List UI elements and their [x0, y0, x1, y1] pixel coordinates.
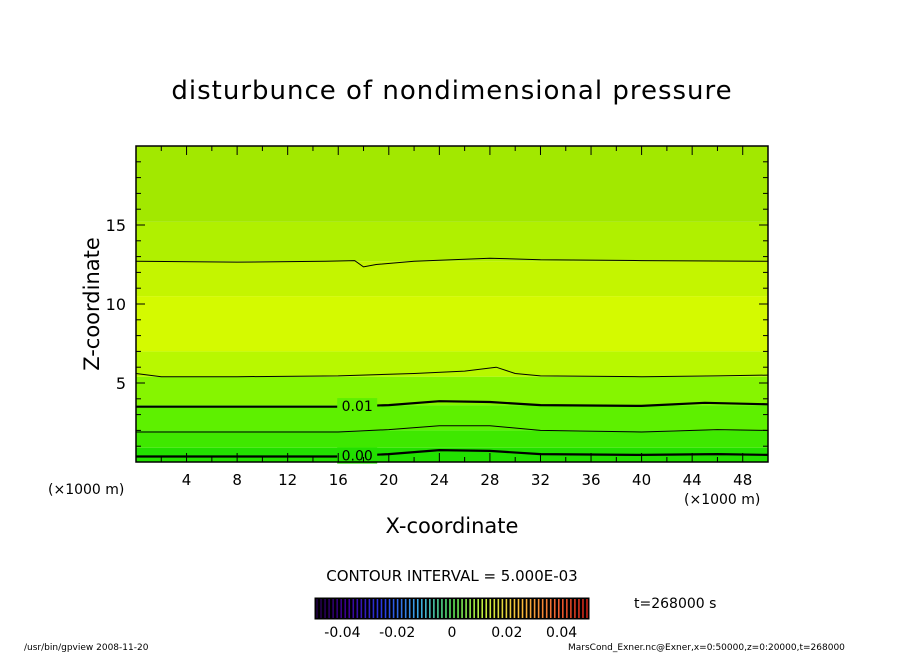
x-tick-label-36: 36 — [581, 471, 600, 489]
contour-line-3 — [135, 366, 769, 378]
y-axis-label: Z-coordinate — [80, 237, 104, 371]
colorbar-frame — [314, 597, 590, 620]
x-unit-label-left: (×1000 m) — [48, 482, 125, 498]
colorbar: -0.04 -0.02 0 0.02 0.04 — [314, 597, 590, 641]
contour-interval-label: CONTOUR INTERVAL = 5.000E-03 — [326, 567, 578, 585]
contour-line-1 — [136, 425, 769, 433]
x-tick-label-44: 44 — [683, 471, 702, 489]
contour-line-2 — [136, 400, 769, 408]
colorbar-tick-label-0: -0.04 — [324, 625, 360, 641]
colorbar-tick-label-3: 0.02 — [491, 625, 522, 641]
x-ticks: 4 8 12 16 20 24 28 32 36 40 44 48 — [160, 146, 752, 489]
y-tick-label-5: 5 — [116, 374, 126, 393]
color-band-8 — [136, 146, 768, 222]
y-ticks: 5 10 15 — [106, 161, 768, 447]
contour-label-0: 0.00 — [342, 449, 373, 465]
contour-label-2: 0.01 — [342, 399, 373, 415]
x-axis-label: X-coordinate — [385, 514, 519, 538]
x-unit-label-right: (×1000 m) — [684, 492, 761, 508]
x-tick-label-28: 28 — [480, 471, 499, 489]
colorbar-tick-label-2: 0 — [448, 625, 457, 641]
footer-data-source: MarsCond_Exner.nc@Exner,x=0:50000,z=0:20… — [568, 643, 845, 653]
x-tick-label-8: 8 — [232, 471, 242, 489]
contour-label-bg-2 — [337, 398, 378, 415]
colorbar-background — [315, 598, 589, 619]
color-bands — [136, 146, 768, 462]
x-tick-label-12: 12 — [278, 471, 297, 489]
contour-labels: 0.00 0.01 — [337, 398, 378, 465]
color-band-4 — [136, 351, 768, 377]
footer-program-date: /usr/bin/gpview 2008-11-20 — [24, 643, 149, 653]
x-tick-label-48: 48 — [733, 471, 752, 489]
x-tick-label-4: 4 — [182, 471, 192, 489]
x-tick-label-40: 40 — [632, 471, 651, 489]
y-tick-label-10: 10 — [106, 295, 126, 314]
x-tick-label-24: 24 — [430, 471, 449, 489]
color-band-7 — [136, 221, 768, 262]
color-band-5 — [136, 296, 768, 352]
color-band-0 — [136, 447, 768, 462]
color-band-6 — [136, 261, 768, 297]
chart-title: disturbunce of nondimensional pressure — [171, 76, 733, 106]
x-tick-label-16: 16 — [329, 471, 348, 489]
contour-label-bg-0 — [337, 447, 378, 464]
color-band-2 — [136, 405, 768, 431]
contour-line-4 — [135, 257, 769, 268]
colorbar-tick-label-1: -0.02 — [379, 625, 415, 641]
colorbar-tick-label-4: 0.04 — [546, 625, 577, 641]
color-band-1 — [136, 430, 768, 448]
x-tick-label-32: 32 — [531, 471, 550, 489]
time-label: t=268000 s — [634, 596, 717, 612]
x-tick-label-20: 20 — [379, 471, 398, 489]
y-tick-label-15: 15 — [106, 216, 126, 235]
